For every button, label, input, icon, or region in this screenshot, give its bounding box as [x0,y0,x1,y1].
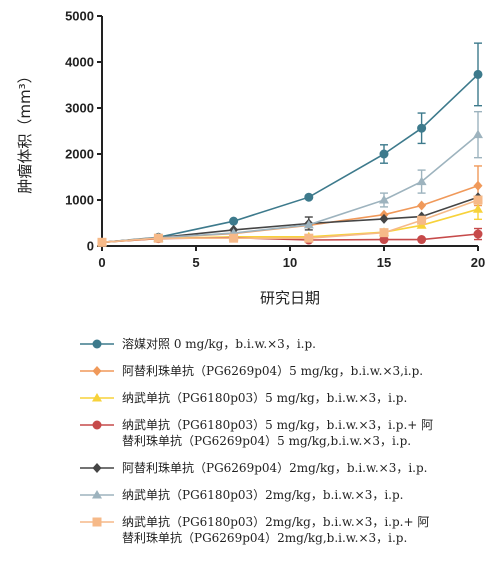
data-point [304,192,314,202]
legend-item: 纳武单抗（PG6180p03）5 mg/kg，b.i.w.×3，i.p.+ 阿 … [78,417,483,449]
legend-symbol [80,366,114,376]
legend-symbol [80,420,114,430]
data-point [417,235,427,245]
legend-label: 纳武单抗（PG6180p03）2mg/kg，b.i.w.×3，i.p. [122,488,404,502]
data-point [229,233,239,243]
y-tick-label: 2000 [65,147,94,162]
series [97,195,483,247]
x-tick-label: 15 [377,255,391,270]
data-point [473,69,483,79]
legend-symbol [80,339,114,349]
y-tick-label: 4000 [65,55,94,70]
legend-item: 纳武单抗（PG6180p03）5 mg/kg，b.i.w.×3，i.p. [78,390,483,406]
axes: 0 1000 2000 3000 4000 5000 0 5 10 15 20 研究日期 肿瘤体积（mm… [16,9,485,308]
legend-item: 阿替利珠单抗（PG6269p04）2mg/kg，b.i.w.×3，i.p. [78,460,483,476]
legend-label: 纳武单抗（PG6180p03）2mg/kg，b.i.w.×3，i.p.+ 阿 替… [122,515,430,545]
legend-item: 纳武单抗（PG6180p03）2mg/kg，b.i.w.×3，i.p. [78,487,483,503]
data-point [379,235,389,245]
data-point [473,229,483,239]
legend-symbol [80,393,114,402]
data-point [379,149,389,159]
legend-label: 阿替利珠单抗（PG6269p04）2mg/kg，b.i.w.×3，i.p. [122,461,428,475]
data-point [379,195,389,204]
y-tick-label: 0 [87,239,94,254]
data-point [97,237,107,247]
legend: 溶媒对照 0 mg/kg，b.i.w.×3，i.p. 阿替利珠单抗（PG6269p… [78,336,483,557]
legend-symbol [80,517,114,527]
data-point [92,463,102,473]
y-tick-label: 5000 [65,9,94,24]
y-axis-label: 肿瘤体积（mm³） [16,68,34,193]
data-point [417,123,427,133]
x-axis-label: 研究日期 [260,289,320,307]
legend-item: 溶媒对照 0 mg/kg，b.i.w.×3，i.p. [78,336,483,352]
x-tick-label: 10 [283,255,297,270]
x-tick-label: 5 [192,255,199,270]
data-point [92,366,102,376]
legend-label: 纳武单抗（PG6180p03）5 mg/kg，b.i.w.×3，i.p.+ 阿 … [122,418,434,448]
data-point [473,180,483,191]
data-point [416,176,427,186]
data-point [417,200,427,211]
data-point [92,490,102,499]
legend-item: 阿替利珠单抗（PG6269p04）5 mg/kg，b.i.w.×3,i.p. [78,363,483,379]
data-point [92,339,102,349]
x-tick-label: 20 [471,255,485,270]
legend-label: 纳武单抗（PG6180p03）5 mg/kg，b.i.w.×3，i.p. [122,391,408,405]
data-point [473,129,483,139]
data-point [229,216,239,226]
data-point [92,420,102,430]
data-point [379,213,389,224]
plot-area [97,42,483,248]
data-point [473,195,483,205]
legend-symbol [80,490,114,499]
data-point [379,228,389,238]
y-tick-label: 3000 [65,101,94,116]
data-point [303,219,314,229]
data-point [473,204,483,213]
data-point [92,393,102,402]
data-point [153,233,163,243]
legend-item: 纳武单抗（PG6180p03）2mg/kg，b.i.w.×3，i.p.+ 阿 替… [78,514,483,546]
data-point [92,517,102,527]
y-tick-label: 1000 [65,193,94,208]
data-point [417,215,427,225]
legend-label: 溶媒对照 0 mg/kg，b.i.w.×3，i.p. [122,337,316,351]
x-tick-label: 0 [98,255,105,270]
legend-label: 阿替利珠单抗（PG6269p04）5 mg/kg，b.i.w.×3,i.p. [122,364,424,378]
legend-symbol [80,463,114,473]
data-point [304,233,314,243]
tumor-volume-chart: 0 1000 2000 3000 4000 5000 0 5 10 15 20 研究日期 肿瘤体积（mm… [16,9,485,308]
